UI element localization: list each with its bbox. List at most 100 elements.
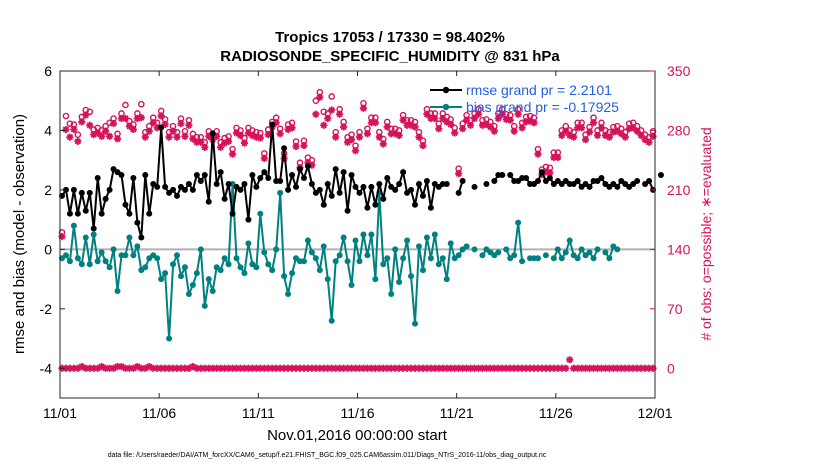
obs-bottom-marker	[133, 362, 141, 371]
obs-evaluated-marker	[236, 131, 245, 140]
obs-evaluated-marker	[466, 121, 475, 129]
bias-point	[62, 252, 69, 259]
obs-evaluated-marker	[629, 124, 637, 132]
rmse-point	[304, 163, 311, 170]
bias-point	[253, 264, 260, 271]
bias-point	[392, 246, 399, 253]
rmse-point	[189, 186, 196, 193]
bias-point	[241, 270, 248, 277]
obs-evaluated-marker	[514, 110, 522, 118]
bias-point	[257, 210, 264, 217]
rmse-point	[253, 183, 260, 190]
bias-point	[277, 189, 284, 196]
obs-evaluated-marker	[359, 104, 368, 112]
rmse-point	[415, 180, 422, 187]
x-tick-label: 11/16	[341, 405, 375, 421]
obs-evaluated-marker	[554, 153, 562, 162]
obs-evaluated-marker	[633, 127, 641, 135]
rmse-point	[646, 177, 653, 184]
y-right-tick-label: 70	[667, 301, 683, 317]
obs-evaluated-marker	[113, 135, 122, 143]
chart-title-line-2: RADIOSONDE_SPECIFIC_HUMIDITY @ 831 hPa	[220, 48, 560, 65]
obs-evaluated-marker	[447, 120, 455, 129]
legend-rmse-label: rmse grand pr = 2.2101	[466, 82, 612, 98]
bias-point	[185, 290, 192, 297]
bias-point	[348, 282, 355, 289]
bias-point	[166, 335, 173, 342]
bias-point	[352, 237, 359, 244]
obs-evaluated-marker	[288, 124, 296, 132]
rmse-point	[657, 172, 664, 179]
y-right-tick-label: 0	[667, 360, 675, 376]
bias-point	[102, 258, 109, 265]
obs-evaluated-marker	[455, 170, 463, 178]
rmse-point	[352, 183, 359, 190]
rmse-point	[126, 210, 133, 217]
bias-point	[78, 261, 85, 268]
bias-point	[431, 231, 438, 238]
rmse-point	[205, 198, 212, 205]
bias-point	[86, 261, 93, 268]
rmse-point	[221, 195, 228, 202]
y-left-tick-label: 0	[44, 241, 52, 257]
obs-evaluated-marker	[157, 112, 165, 120]
rmse-point	[507, 172, 514, 179]
rmse-point	[340, 169, 347, 176]
rmse-point	[229, 210, 236, 217]
obs-bottom-marker	[562, 364, 570, 372]
rmse-point	[384, 175, 391, 182]
bias-point	[245, 240, 252, 247]
obs-evaluated-marker	[597, 124, 606, 132]
bias-point	[289, 270, 296, 277]
bias-point	[237, 264, 244, 271]
obs-evaluated-marker	[451, 129, 459, 137]
y-left-tick-label: 2	[44, 182, 52, 198]
obs-evaluated-marker	[82, 111, 90, 119]
obs-evaluated-marker	[320, 121, 328, 129]
obs-possible-marker	[122, 101, 129, 109]
obs-evaluated-marker	[74, 137, 82, 145]
obs-evaluated-marker	[570, 133, 578, 141]
obs-evaluated-marker	[621, 133, 629, 141]
bias-point	[614, 246, 621, 253]
obs-evaluated-marker	[459, 125, 467, 133]
rmse-point	[423, 177, 430, 184]
bias-point	[114, 287, 121, 294]
x-tick-label: 11/01	[43, 405, 77, 421]
rmse-point	[408, 186, 415, 193]
rmse-point	[225, 180, 232, 187]
obs-evaluated-marker	[86, 121, 94, 129]
rmse-point	[289, 172, 296, 179]
obs-evaluated-marker	[312, 110, 320, 118]
rmse-point	[245, 216, 252, 223]
obs-evaluated-marker	[530, 119, 538, 127]
obs-evaluated-marker	[332, 133, 340, 141]
rmse-point	[324, 180, 331, 187]
bias-point	[225, 261, 232, 268]
obs-evaluated-marker	[177, 119, 185, 128]
bias-point	[408, 273, 415, 280]
obs-evaluated-marker	[328, 106, 336, 114]
rmse-point	[66, 210, 73, 217]
obs-evaluated-marker	[165, 133, 173, 141]
y-axis-left-label: rmse and bias (model - observation)	[11, 114, 28, 354]
y-right-tick-label: 210	[667, 182, 691, 198]
bias-point	[304, 237, 311, 244]
rmse-point	[320, 201, 327, 208]
bias-point	[380, 261, 387, 268]
obs-evaluated-marker	[585, 128, 594, 136]
rmse-point	[90, 225, 97, 232]
bias-point	[94, 258, 101, 265]
bias-point	[308, 249, 315, 256]
x-tick-label: 11/26	[539, 405, 573, 421]
obs-evaluated-marker	[105, 132, 114, 140]
bias-point	[606, 255, 613, 262]
rmse-point	[106, 186, 113, 193]
obs-evaluated-marker	[292, 142, 300, 151]
x-tick-label: 11/21	[440, 405, 474, 421]
bias-point	[344, 258, 351, 265]
obs-evaluated-marker	[498, 110, 506, 118]
bias-point	[479, 252, 486, 259]
obs-evaluated-marker	[363, 130, 372, 138]
bias-point	[181, 264, 188, 271]
